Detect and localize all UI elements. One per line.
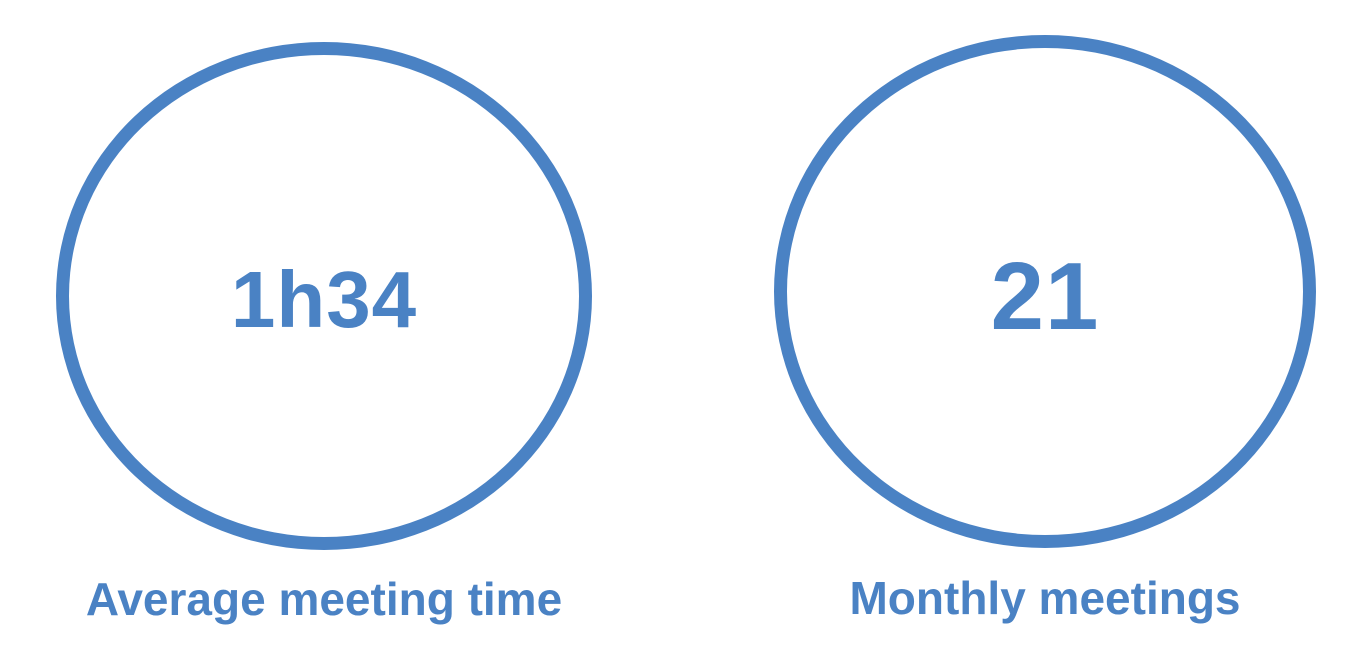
kpi-label: Monthly meetings <box>849 572 1241 624</box>
kpi-ring: 1h34 <box>56 42 592 550</box>
kpi-label: Average meeting time <box>85 573 563 625</box>
kpi-value: 21 <box>990 242 1100 350</box>
kpi-value: 1h34 <box>230 255 418 344</box>
kpi-monthly-meetings: 21 Monthly meetings <box>680 0 1360 658</box>
kpi-average-meeting-time: 1h34 Average meeting time <box>56 42 592 625</box>
kpi-ring: 21 <box>774 35 1316 548</box>
